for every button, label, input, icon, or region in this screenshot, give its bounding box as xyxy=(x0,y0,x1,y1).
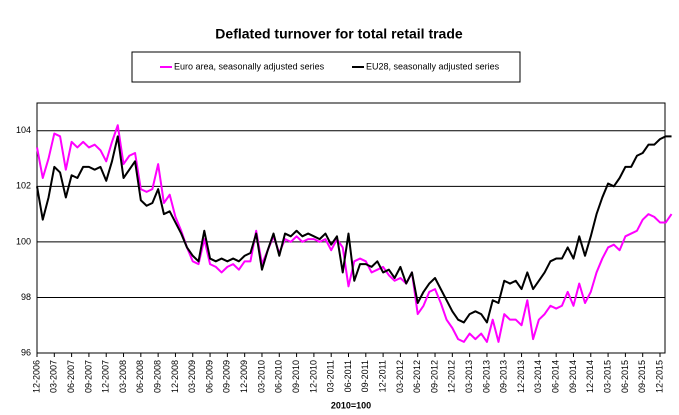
x-tick-label: 12-2009 xyxy=(239,360,249,393)
x-tick-label: 03-2013 xyxy=(464,360,474,393)
x-tick-label: 06-2007 xyxy=(66,360,76,393)
x-tick-label: 06-2009 xyxy=(204,360,214,393)
x-tick-label: 06-2011 xyxy=(343,360,353,392)
line-series xyxy=(36,124,673,343)
x-tick-label: 06-2012 xyxy=(412,360,422,393)
x-tick-label: 09-2014 xyxy=(568,360,578,393)
y-tick-label: 102 xyxy=(16,181,31,191)
x-tick-label: 03-2007 xyxy=(49,360,59,393)
x-axis-label: 2010=100 xyxy=(331,400,371,410)
x-tick-label: 09-2007 xyxy=(83,360,93,393)
chart-title: Deflated turnover for total retail trade xyxy=(215,26,463,42)
line-series xyxy=(36,135,672,324)
x-tick-label: 12-2015 xyxy=(654,360,664,393)
x-tick-label: 12-2006 xyxy=(31,360,41,393)
x-tick-label: 03-2012 xyxy=(395,360,405,393)
x-tick-label: 03-2009 xyxy=(187,360,197,393)
x-tick-label: 12-2010 xyxy=(308,360,318,393)
y-tick-label: 96 xyxy=(21,347,31,357)
x-tick-label: 12-2012 xyxy=(447,360,457,393)
x-tick-label: 12-2013 xyxy=(516,360,526,393)
x-tick-label: 06-2010 xyxy=(274,360,284,393)
x-tick-label: 09-2013 xyxy=(499,360,509,393)
legend-label: EU28, seasonally adjusted series xyxy=(366,61,500,71)
x-tick-label: 03-2011 xyxy=(326,360,336,392)
x-tick-label: 09-2009 xyxy=(222,360,232,393)
legend xyxy=(131,51,521,83)
x-tick-label: 06-2008 xyxy=(135,360,145,393)
x-tick-label: 06-2015 xyxy=(620,360,630,393)
x-tick-label: 09-2015 xyxy=(637,360,647,393)
x-tick-label: 09-2012 xyxy=(429,360,439,393)
legend-label: Euro area, seasonally adjusted series xyxy=(174,61,325,71)
y-tick-label: 100 xyxy=(16,236,31,246)
x-tick-label: 12-2008 xyxy=(170,360,180,393)
y-tick-label: 98 xyxy=(21,292,31,302)
x-tick-label: 03-2014 xyxy=(533,360,543,393)
x-tick-label: 03-2008 xyxy=(118,360,128,393)
x-tick-label: 09-2008 xyxy=(153,360,163,393)
x-tick-label: 12-2011 xyxy=(377,360,387,392)
y-tick-label: 104 xyxy=(16,125,31,135)
x-tick-label: 03-2010 xyxy=(256,360,266,393)
x-tick-label: 09-2011 xyxy=(360,360,370,392)
x-tick-label: 06-2013 xyxy=(481,360,491,393)
x-tick-label: 03-2015 xyxy=(602,360,612,393)
x-tick-label: 06-2014 xyxy=(551,360,561,393)
x-tick-label: 12-2014 xyxy=(585,360,595,393)
x-tick-label: 12-2007 xyxy=(101,360,111,393)
x-tick-label: 09-2010 xyxy=(291,360,301,393)
